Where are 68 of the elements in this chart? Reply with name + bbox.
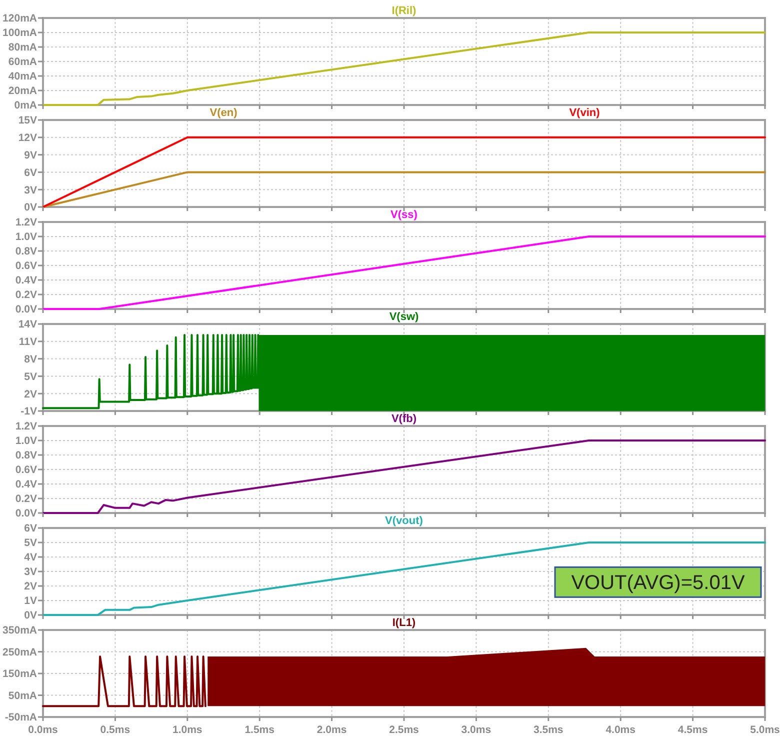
y-tick-label: 0.6V xyxy=(15,464,37,476)
y-tick-label: 15V xyxy=(18,114,37,127)
y-tick-label: 80mA xyxy=(8,42,38,54)
text: V(fb) xyxy=(391,413,417,425)
x-tick-label: 4.5ms xyxy=(678,724,708,736)
text: V(ss) xyxy=(390,209,418,221)
y-tick-label: 0.2V xyxy=(15,493,37,506)
y-tick-label: 1V xyxy=(24,595,37,608)
text: I(Ril) xyxy=(392,5,417,17)
x-tick-label: 1.0ms xyxy=(172,724,202,736)
y-tick-label: 12V xyxy=(18,132,37,144)
x-tick-label: 3.5ms xyxy=(534,724,564,736)
y-tick-label: 4V xyxy=(24,552,37,564)
y-tick-label: 11V xyxy=(18,336,37,348)
y-tick-label: 0.8V xyxy=(15,450,37,462)
y-tick-label: 1.0V xyxy=(15,435,37,448)
y-tick-label: 3V xyxy=(24,566,37,578)
y-tick-label: 0V xyxy=(24,610,37,622)
y-tick-label: 120mA xyxy=(2,12,38,25)
x-tick-label: 5.0ms xyxy=(750,724,780,736)
x-tick-label: 1.5ms xyxy=(244,724,275,736)
y-tick-label: 8V xyxy=(24,353,37,366)
annotation: VOUT(AVG)=5.01V xyxy=(571,572,746,594)
y-tick-label: 1.2V xyxy=(15,420,37,433)
y-tick-label: 350mA xyxy=(2,624,38,637)
x-tick-label: 2.5ms xyxy=(389,724,420,736)
y-tick-label: 1.2V xyxy=(15,216,37,229)
y-tick-label: 50mA xyxy=(8,690,38,702)
x-tick-label: 4.0ms xyxy=(606,724,636,736)
y-tick-label: 5V xyxy=(24,537,37,550)
y-tick-label: 14V xyxy=(18,318,37,331)
x-tick-label: 3.0ms xyxy=(461,724,492,736)
y-tick-label: 150mA xyxy=(2,668,38,680)
y-tick-label: 5V xyxy=(24,370,37,383)
text: V(en) xyxy=(210,107,238,119)
y-tick-label: 0.4V xyxy=(15,478,37,491)
series-label: V(vin) xyxy=(569,107,600,119)
y-tick-label: 20mA xyxy=(8,85,38,98)
x-tick-label: 0.0ms xyxy=(28,724,58,736)
y-tick-label: 3V xyxy=(24,184,37,196)
text: V(sw) xyxy=(389,311,419,323)
y-tick-label: 0.2V xyxy=(15,289,37,302)
y-tick-label: 0.8V xyxy=(15,246,37,258)
line-series xyxy=(42,32,766,106)
y-tick-label: 0mA xyxy=(14,100,38,112)
y-tick-label: 6V xyxy=(24,166,37,179)
y-tick-label: 0V xyxy=(24,202,37,214)
text: I(L1) xyxy=(392,617,416,629)
y-tick-label: 60mA xyxy=(8,56,38,68)
y-tick-label: 0.4V xyxy=(15,274,37,287)
line-series xyxy=(42,542,766,616)
y-tick-label: 2V xyxy=(24,580,37,593)
y-tick-label: 40mA xyxy=(8,70,38,83)
y-tick-label: 6V xyxy=(24,522,37,535)
y-tick-label: 0.6V xyxy=(15,260,37,272)
line-series xyxy=(42,440,766,514)
y-tick-label: 0.0V xyxy=(15,304,37,316)
y-tick-label: 1.0V xyxy=(15,231,37,244)
x-tick-label: 0.5ms xyxy=(100,724,130,736)
text: V(vout) xyxy=(385,515,424,527)
y-tick-label: 2V xyxy=(24,388,37,400)
y-tick-label: 250mA xyxy=(2,646,38,658)
y-tick-label: 100mA xyxy=(2,27,38,40)
y-tick-label: 9V xyxy=(24,149,37,162)
y-tick-label: 0.0V xyxy=(15,508,37,520)
x-tick-label: 2.0ms xyxy=(316,724,347,736)
y-tick-label: -50mA xyxy=(4,712,38,724)
y-tick-label: -1V xyxy=(20,406,37,418)
